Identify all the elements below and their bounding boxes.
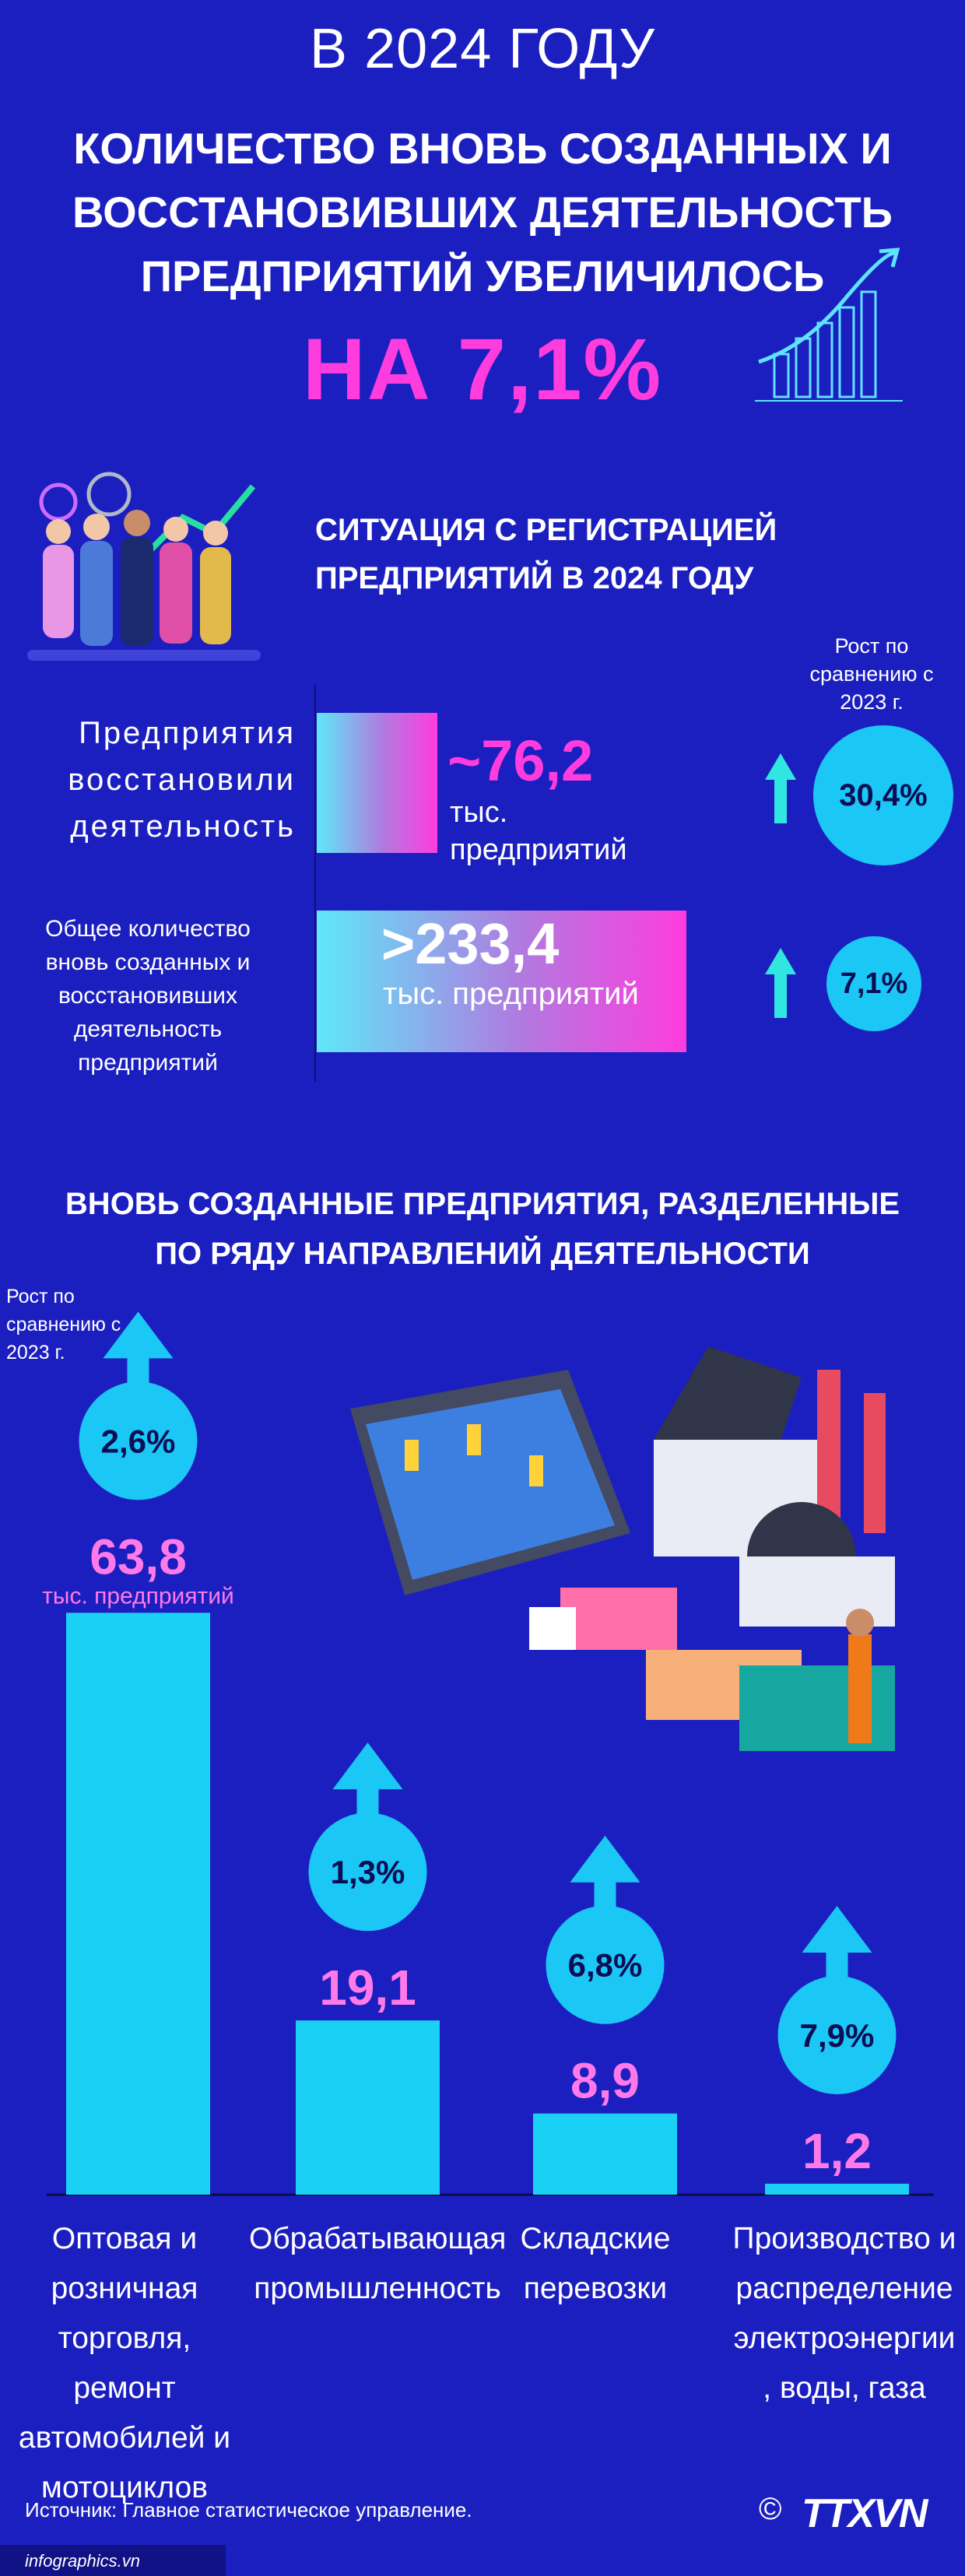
arrow-up-icon	[765, 948, 796, 1018]
category-label-line: торговля, ремонт	[58, 2322, 191, 2405]
arrow-up-icon	[103, 1311, 174, 1359]
growth-label: Рост по сравнению с 2023 г.	[809, 634, 934, 714]
unit-total: тыс. предприятий	[383, 977, 639, 1011]
category-label: Производство и распределение электроэнерги…	[728, 2214, 961, 2413]
bar-total	[317, 911, 686, 1052]
growth-label: 7,9%	[800, 2017, 875, 2054]
unit-restored: тыс. предприятий	[450, 796, 627, 866]
growth-label: 2,6%	[101, 1423, 176, 1459]
category-label-line: мотоциклов	[41, 2471, 208, 2504]
headline: КОЛИЧЕСТВО ВНОВЬ СОЗДАННЫХ И ВОССТАНОВИВ…	[72, 124, 893, 300]
bar-value-label: 63,8	[89, 1528, 187, 1585]
business-people-icon	[27, 472, 261, 661]
growth-label: Рост по сравнению с 2023 г.	[6, 1286, 121, 1363]
growth-circle	[308, 1813, 427, 1932]
arrow-up-icon	[802, 1905, 872, 1953]
bar-3	[533, 2113, 677, 2195]
category-label-line: распределение	[735, 2272, 953, 2305]
bar-value-label: 19,1	[319, 1960, 416, 2016]
category-label-line: Складские	[520, 2222, 671, 2255]
registration-title: СИТУАЦИЯ С РЕГИСТРАЦИЕЙ ПРЕДПРИЯТИЙ В 20…	[315, 513, 777, 595]
bar-unit-label: тыс. предприятий	[42, 1583, 234, 1609]
arrow-up-icon	[332, 1742, 403, 1790]
category-label-line: розничная	[51, 2272, 198, 2305]
growth-label: 1,3%	[331, 1854, 405, 1890]
category-label-line: Оптовая и	[51, 2222, 198, 2255]
category-label-line: , воды, газа	[763, 2371, 926, 2405]
category-label: Оптовая и розничная торговля, ремонт автомо…	[8, 2214, 241, 2513]
footer-bar	[0, 2545, 226, 2576]
growth-circle	[79, 1381, 198, 1500]
bar-4	[765, 2183, 909, 2195]
category-label-line: электроэнергии	[733, 2322, 956, 2355]
site-link[interactable]: infographics.vn	[25, 2551, 140, 2571]
category-label: Складские перевозки	[498, 2214, 693, 2314]
factory-icon	[350, 1346, 895, 1751]
year-title: В 2024 ГОДУ	[310, 18, 655, 80]
growth-chart-icon	[755, 247, 903, 402]
divider-line	[314, 685, 316, 1082]
row-label-total: Общее количество вновь созданных и восст…	[45, 916, 251, 1076]
bar-restored	[317, 713, 437, 853]
sectors-title: ВНОВЬ СОЗДАННЫЕ ПРЕДПРИЯТИЯ, РАЗДЕЛЕННЫЕ…	[65, 1187, 900, 1271]
ttxvn-logo: TTXVN	[802, 2491, 928, 2536]
category-label-line: промышленность	[254, 2272, 501, 2305]
arrow-up-icon	[570, 1835, 640, 1883]
category-label: Обрабатывающая промышленность	[249, 2214, 506, 2314]
copyright-symbol: ©	[759, 2492, 782, 2526]
growth-circle	[777, 1975, 897, 2094]
bar-value-label: 1,2	[802, 2123, 872, 2179]
row-label-restored: Предприятия восстановили деятельность	[68, 716, 296, 844]
category-label-line: автомобилей и	[18, 2421, 231, 2455]
growth-badge-total: 7,1%	[826, 936, 921, 1031]
bar-value-label: 8,9	[570, 2053, 640, 2109]
growth-badge-restored: 30,4%	[813, 725, 953, 865]
bar-1	[66, 1613, 210, 2195]
source-note: Источник: Главное статистическое управле…	[25, 2498, 472, 2522]
value-total: >233,4	[381, 911, 560, 976]
growth-label: 6,8%	[568, 1947, 643, 1984]
bar-2	[296, 2020, 440, 2195]
category-label-line: перевозки	[523, 2272, 668, 2305]
arrow-up-icon	[765, 753, 796, 823]
growth-circle	[546, 1905, 665, 2024]
value-restored: ~76,2	[447, 728, 594, 793]
big-percent: НА 7,1%	[302, 321, 663, 418]
category-label-line: Производство и	[732, 2222, 956, 2255]
category-label-line: Обрабатывающая	[249, 2222, 507, 2255]
